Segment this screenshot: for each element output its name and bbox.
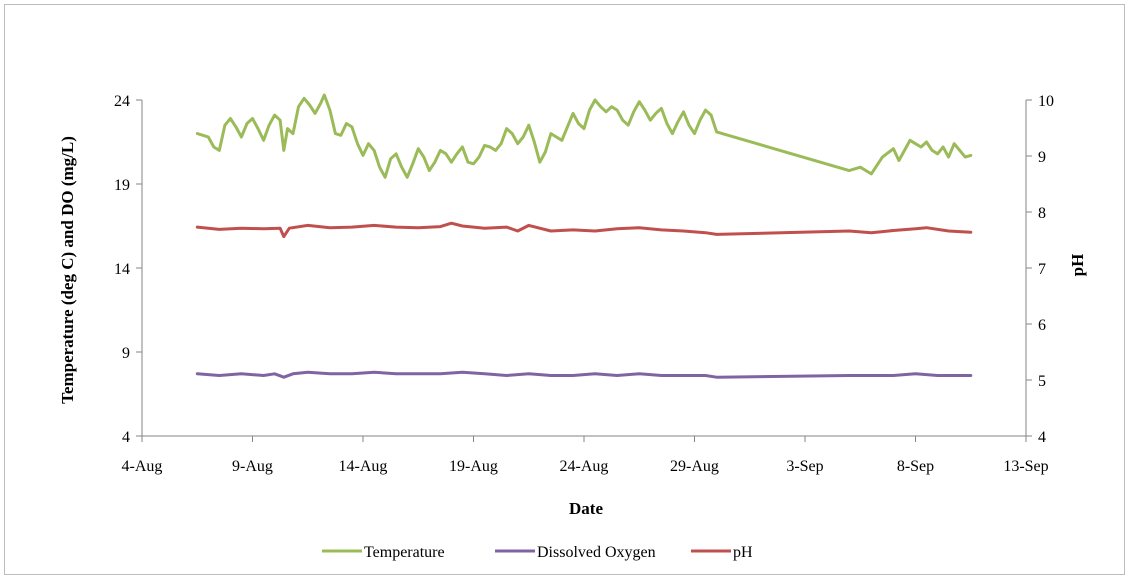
ph-legend-label: pH (733, 544, 753, 561)
right-y-tick-label: 7 (1038, 261, 1046, 278)
right-y-tick-label: 8 (1038, 205, 1046, 222)
chart-frame (4, 4, 1125, 575)
left-y-axis-title: Temperature (deg C) and DO (mg/L) (58, 136, 77, 404)
x-tick-label: 4-Aug (122, 458, 163, 475)
legend: Temperature Dissolved Oxygen pH (322, 544, 753, 561)
left-y-tick-label: 24 (114, 93, 130, 110)
left-y-tick-label: 4 (122, 429, 130, 446)
left-y-tick-label: 19 (114, 177, 130, 194)
ticks-layer: 4 9 14 19 24 4 5 6 7 8 9 10 4-Aug 9-Aug 14-Aug 19-Aug 24… (114, 93, 1054, 475)
right-y-tick-label: 10 (1038, 93, 1054, 110)
ph-series-line (195, 221, 973, 239)
series-layer (195, 93, 973, 379)
x-tick-label: 13-Sep (1003, 458, 1048, 475)
right-y-tick-label: 6 (1038, 317, 1046, 334)
temperature-legend-label: Temperature (364, 544, 445, 561)
x-tick-label: 19-Aug (449, 458, 498, 475)
x-axis-title: Date (569, 499, 603, 518)
right-y-tick-label: 4 (1038, 429, 1046, 446)
dissolved-oxygen-legend-label: Dissolved Oxygen (537, 544, 656, 561)
right-y-tick-label: 9 (1038, 149, 1046, 166)
x-tick-label: 9-Aug (232, 458, 273, 475)
right-y-axis-title: pH (1068, 254, 1087, 277)
left-y-tick-label: 14 (114, 261, 130, 278)
left-y-tick-label: 9 (122, 345, 130, 362)
x-tick-label: 8-Sep (897, 458, 934, 475)
x-tick-label: 14-Aug (339, 458, 388, 475)
temperature-series-line (195, 93, 973, 179)
x-tick-label: 24-Aug (560, 458, 609, 475)
dissolved-oxygen-series-line (195, 370, 973, 379)
right-y-tick-label: 5 (1038, 373, 1046, 390)
x-tick-label: 3-Sep (786, 458, 823, 475)
x-tick-label: 29-Aug (670, 458, 719, 475)
